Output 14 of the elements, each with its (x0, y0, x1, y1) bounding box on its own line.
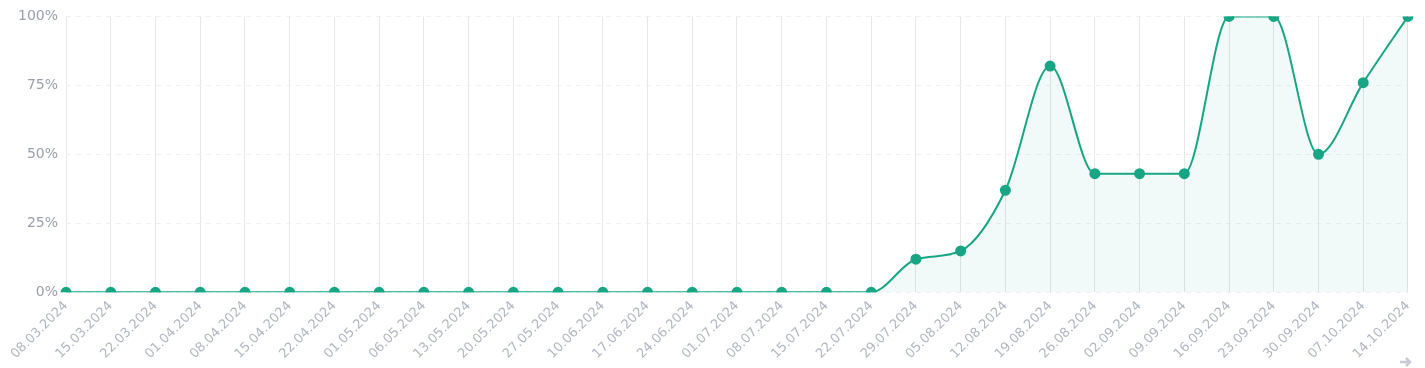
y-tick-label: 100% (17, 7, 59, 24)
point (1178, 168, 1190, 180)
y-tick-label: 0% (35, 282, 59, 299)
point (1313, 148, 1325, 160)
point (910, 253, 922, 265)
point (1134, 168, 1146, 180)
point (1357, 77, 1369, 89)
y-tick-label: 25% (26, 213, 59, 230)
point (955, 245, 967, 257)
y-tick-label: 50% (26, 145, 59, 162)
point (1089, 168, 1101, 180)
y-tick-label: 75% (26, 76, 59, 93)
point (999, 184, 1011, 196)
point (1044, 60, 1056, 72)
